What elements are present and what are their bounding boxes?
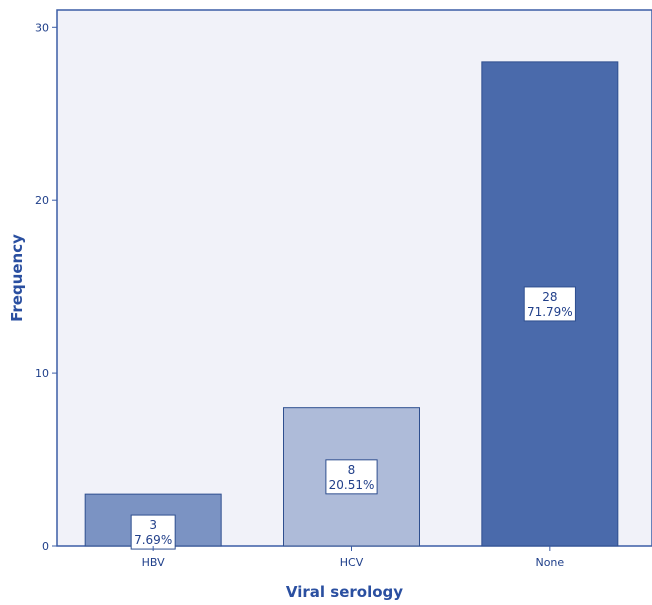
data-label-percent-none: 71.79% bbox=[527, 305, 573, 319]
data-label-percent-hcv: 20.51% bbox=[329, 478, 375, 492]
y-axis-title: Frequency bbox=[8, 234, 26, 322]
y-tick-label: 30 bbox=[35, 21, 49, 34]
data-label-box-hbv bbox=[130, 514, 176, 550]
data-label-count-none: 28 bbox=[542, 290, 557, 304]
data-label-box-none bbox=[523, 286, 576, 322]
data-label-box-hcv bbox=[325, 459, 378, 495]
y-tick-label: 10 bbox=[35, 367, 49, 380]
data-label-count-hcv: 8 bbox=[348, 463, 356, 477]
x-tick-label-none: None bbox=[535, 556, 564, 569]
y-tick-label: 0 bbox=[42, 540, 49, 553]
axes-layer: HBV HCV None 0 10 20 30 bbox=[35, 21, 564, 569]
x-axis-title: Viral serology bbox=[286, 583, 403, 601]
x-tick-label-hbv: HBV bbox=[142, 556, 165, 569]
data-label-count-hbv: 3 bbox=[149, 518, 157, 532]
x-tick-label-hcv: HCV bbox=[340, 556, 364, 569]
data-label-percent-hbv: 7.69% bbox=[134, 533, 172, 547]
y-tick-label: 20 bbox=[35, 194, 49, 207]
